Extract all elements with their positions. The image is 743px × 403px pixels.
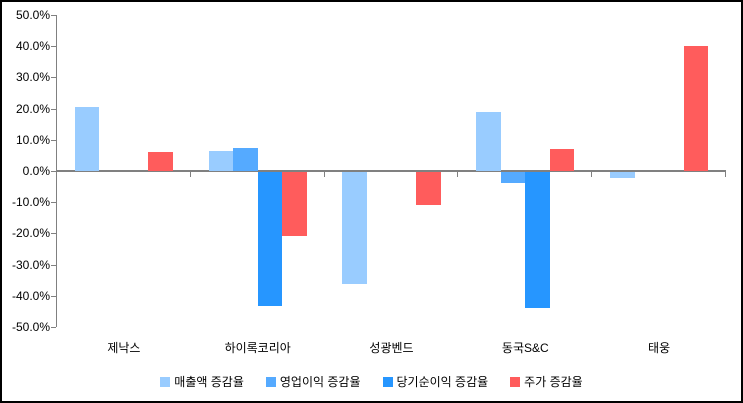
legend-swatch-icon (160, 376, 171, 387)
bar-c2-s3 (416, 172, 441, 205)
x-tick (725, 172, 726, 177)
y-tick (51, 264, 56, 266)
y-axis-label: 30.0% (15, 70, 50, 85)
bar-c1-s2 (257, 172, 283, 307)
chart-legend: 매출액 증감율 영업이익 증감율 당기순이익 증감율 주가 증감율 (2, 373, 741, 390)
bar-c1-s1 (233, 147, 258, 171)
y-axis-label: -10.0% (11, 195, 50, 210)
bar-c3-s3 (549, 149, 575, 171)
bar-c4-s0 (609, 172, 635, 179)
x-axis-label: 태웅 (648, 341, 671, 355)
legend-item: 매출액 증감율 (160, 373, 244, 390)
y-axis-label: 50.0% (15, 8, 50, 22)
legend-item: 영업이익 증감율 (265, 373, 361, 390)
x-tick (323, 172, 325, 177)
y-tick (51, 46, 56, 48)
x-tick (457, 172, 459, 177)
legend-item: 당기순이익 증감율 (382, 373, 489, 390)
bar-c0-s0 (74, 107, 100, 171)
y-tick (51, 15, 56, 16)
x-tick (189, 172, 191, 177)
legend-swatch-icon (382, 376, 393, 387)
bar-c3-s2 (525, 172, 550, 308)
y-tick (51, 171, 56, 172)
x-axis-label: 제낙스 (107, 341, 141, 355)
x-tick (591, 172, 593, 177)
bar-c3-s1 (500, 172, 526, 183)
bar-c4-s3 (683, 46, 709, 171)
legend-swatch-icon (510, 376, 521, 387)
legend-label: 당기순이익 증감율 (396, 375, 489, 389)
y-axis-label: -20.0% (11, 226, 50, 241)
y-axis-label: 10.0% (15, 132, 50, 147)
y-tick (51, 108, 56, 110)
x-axis-line (57, 170, 726, 172)
legend-label: 주가 증감율 (524, 375, 583, 389)
legend-item: 주가 증감율 (510, 373, 583, 390)
bar-c1-s3 (282, 172, 307, 236)
x-axis-label: 하이록코리아 (224, 341, 291, 355)
y-axis-label: 40.0% (15, 39, 50, 54)
x-axis-label: 동국S&C (501, 341, 549, 355)
legend-label: 영업이익 증감율 (279, 375, 361, 389)
y-axis-label: -30.0% (11, 257, 50, 272)
bar-c1-s0 (208, 150, 234, 171)
y-tick (51, 327, 56, 328)
y-axis-label: -40.0% (11, 288, 50, 303)
legend-label: 매출액 증감율 (174, 375, 244, 389)
bar-c2-s0 (342, 172, 367, 285)
bar-c0-s3 (148, 152, 174, 171)
y-tick (51, 202, 56, 204)
y-axis-label: 20.0% (15, 101, 50, 116)
y-tick (51, 77, 56, 79)
y-tick (51, 139, 56, 141)
legend-swatch-icon (265, 376, 276, 387)
y-axis-label: -50.0% (11, 320, 50, 334)
y-tick (51, 295, 56, 297)
y-axis-label: 0.0% (22, 164, 50, 178)
y-axis-line (56, 15, 57, 327)
x-axis-label: 성광벤드 (369, 341, 414, 355)
y-tick (51, 233, 56, 235)
bar-c3-s0 (476, 111, 501, 171)
